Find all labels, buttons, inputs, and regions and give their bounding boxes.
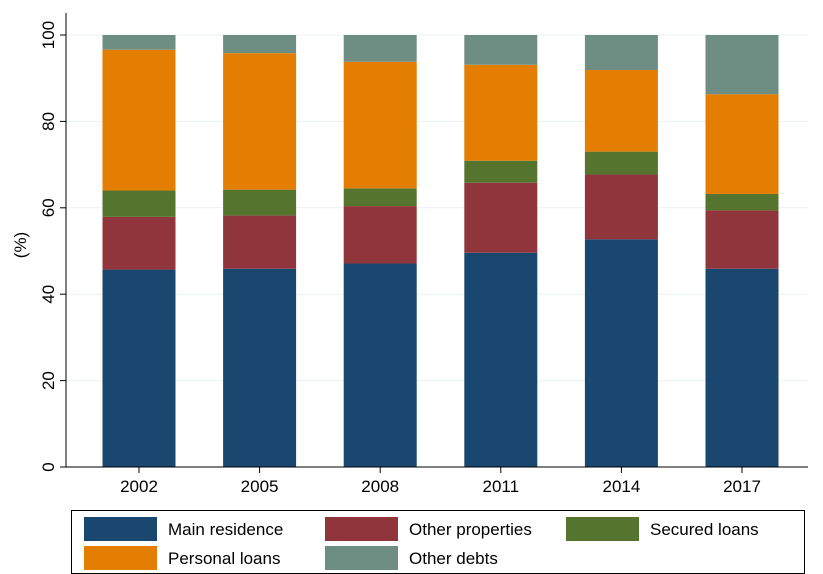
bar-segment [102,190,176,217]
bar-segment [223,215,297,269]
bar-segment [102,49,176,191]
legend-label: Secured loans [650,520,759,539]
y-axis-label: (%) [11,232,30,258]
x-tick-label: 2014 [602,477,640,496]
bar-segment [223,35,297,54]
bar-segment [464,35,538,65]
legend-swatch [84,517,157,541]
bar-segment [705,210,779,269]
legend-swatch [84,546,157,570]
x-tick-label: 2017 [723,477,761,496]
y-tick-label: 60 [39,198,58,217]
bar-segment [102,269,176,467]
bar-segment [705,35,779,95]
bar-segment [705,94,779,194]
x-tick-label: 2002 [120,477,158,496]
gridlines [66,34,808,382]
x-tick-label: 2005 [241,477,279,496]
x-tick-label: 2008 [361,477,399,496]
bar-segment [584,35,658,70]
x-tick-label: 2011 [483,477,520,496]
bar-segment [223,268,297,467]
bar-segment [343,206,417,264]
y-tick-label: 40 [39,285,58,304]
bar-segment [705,268,779,467]
bar-segment [464,252,538,467]
legend-label: Other debts [409,549,498,568]
legend-label: Personal loans [168,549,280,568]
bar-segment [102,35,176,50]
bar-segment [464,160,538,183]
legend-swatch [325,546,398,570]
axes: 0 20 40 60 80 100 2002 2005 2008 2011 2014 2017 [39,13,808,496]
bar-segment [343,61,417,189]
bars [102,35,779,467]
y-tick-label: 80 [39,112,58,131]
bar-segment [584,239,658,467]
bar-segment [584,69,658,152]
legend-label: Other properties [409,520,532,539]
bar-segment [464,64,538,161]
bar-segment [705,193,779,211]
bar-segment [464,182,538,253]
bar-segment [343,35,417,62]
bar-segment [102,216,176,270]
bar-segment [584,151,658,175]
legend-label: Main residence [168,520,283,539]
legend: Main residence Other properties Secured lo… [71,510,805,574]
y-tick-label: 100 [39,21,58,49]
legend-box [71,510,805,574]
bar-segment [343,188,417,207]
bar-segment [223,53,297,190]
y-tick-label: 0 [39,462,58,471]
bar-segment [223,189,297,216]
y-tick-label: 20 [39,371,58,390]
legend-swatch [325,517,398,541]
bar-segment [584,174,658,240]
bar-segment [343,263,417,467]
legend-swatch [566,517,639,541]
